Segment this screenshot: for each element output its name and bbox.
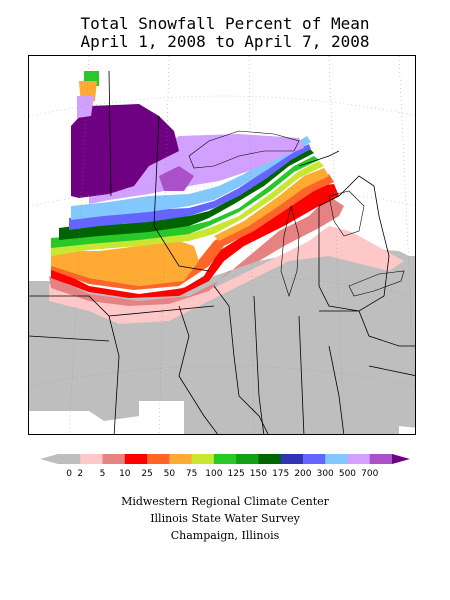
legend-arrow-high xyxy=(392,454,410,464)
legend: 0 2 5 10 25 50 75 100 125 150 175 200 300 500 700 xyxy=(40,454,410,479)
region-500-percent xyxy=(89,134,304,204)
region-no-data-sw xyxy=(29,401,184,434)
legend-swatch-300 xyxy=(325,454,348,464)
legend-label-25: 25 xyxy=(141,469,152,479)
credit-line-2: Illinois State Water Survey xyxy=(150,512,300,525)
legend-label-150: 150 xyxy=(250,469,267,479)
region-50-percent xyxy=(51,241,199,286)
region-2-percent xyxy=(49,226,404,324)
legend-swatch-500 xyxy=(347,454,371,464)
region-200-percent xyxy=(69,144,311,230)
legend-swatch-2 xyxy=(80,454,104,464)
legend-label-700: 700 xyxy=(361,469,378,479)
region-nw-lavender xyxy=(77,96,94,118)
state-boundaries xyxy=(29,70,415,434)
region-over-700-percent xyxy=(71,104,179,198)
great-lakes-outline xyxy=(188,130,405,297)
credit-line-3: Champaign, Illinois xyxy=(170,529,280,542)
region-150-percent xyxy=(59,148,314,240)
legend-label-125: 125 xyxy=(228,469,245,479)
legend-swatch-150 xyxy=(258,454,282,464)
legend-swatch-10 xyxy=(124,454,148,464)
region-300-percent xyxy=(71,136,311,220)
legend-label-300: 300 xyxy=(317,469,334,479)
credit-line-1: Midwestern Regional Climate Center xyxy=(121,495,329,508)
region-0-percent xyxy=(29,246,415,434)
region-50-percent-mi xyxy=(214,168,329,241)
legend-swatch-175 xyxy=(280,454,304,464)
legend-swatch-200 xyxy=(302,454,326,464)
legend-swatch-100 xyxy=(213,454,237,464)
legend-swatch-0 xyxy=(58,454,81,464)
region-75-percent xyxy=(51,161,324,256)
legend-label-175: 175 xyxy=(272,469,289,479)
map-title: Total Snowfall Percent of Mean xyxy=(80,14,370,33)
map-date-range: April 1, 2008 to April 7, 2008 xyxy=(80,32,370,51)
region-5-percent xyxy=(49,196,344,306)
legend-label-2: 2 xyxy=(77,469,83,479)
legend-label-500: 500 xyxy=(339,469,356,479)
legend-swatch-25 xyxy=(147,454,170,464)
map-frame xyxy=(28,55,416,435)
legend-arrow-low xyxy=(40,454,58,464)
legend-label-75: 75 xyxy=(186,469,197,479)
legend-label-5: 5 xyxy=(100,469,106,479)
legend-swatch-75 xyxy=(191,454,215,464)
region-700-percent xyxy=(159,166,194,191)
legend-swatch-50 xyxy=(169,454,193,464)
legend-swatch-5 xyxy=(102,454,126,464)
snowfall-map xyxy=(29,56,415,434)
legend-swatch-700 xyxy=(369,454,393,464)
legend-label-0: 0 xyxy=(66,469,72,479)
region-no-data-se xyxy=(399,426,415,434)
region-100-percent xyxy=(51,156,319,248)
legend-label-50: 50 xyxy=(164,469,176,479)
legend-label-100: 100 xyxy=(205,469,222,479)
legend-swatch-125 xyxy=(236,454,259,464)
graticule xyxy=(29,56,415,434)
region-10-percent xyxy=(51,184,339,298)
legend-label-200: 200 xyxy=(294,469,311,479)
legend-label-10: 10 xyxy=(119,469,131,479)
